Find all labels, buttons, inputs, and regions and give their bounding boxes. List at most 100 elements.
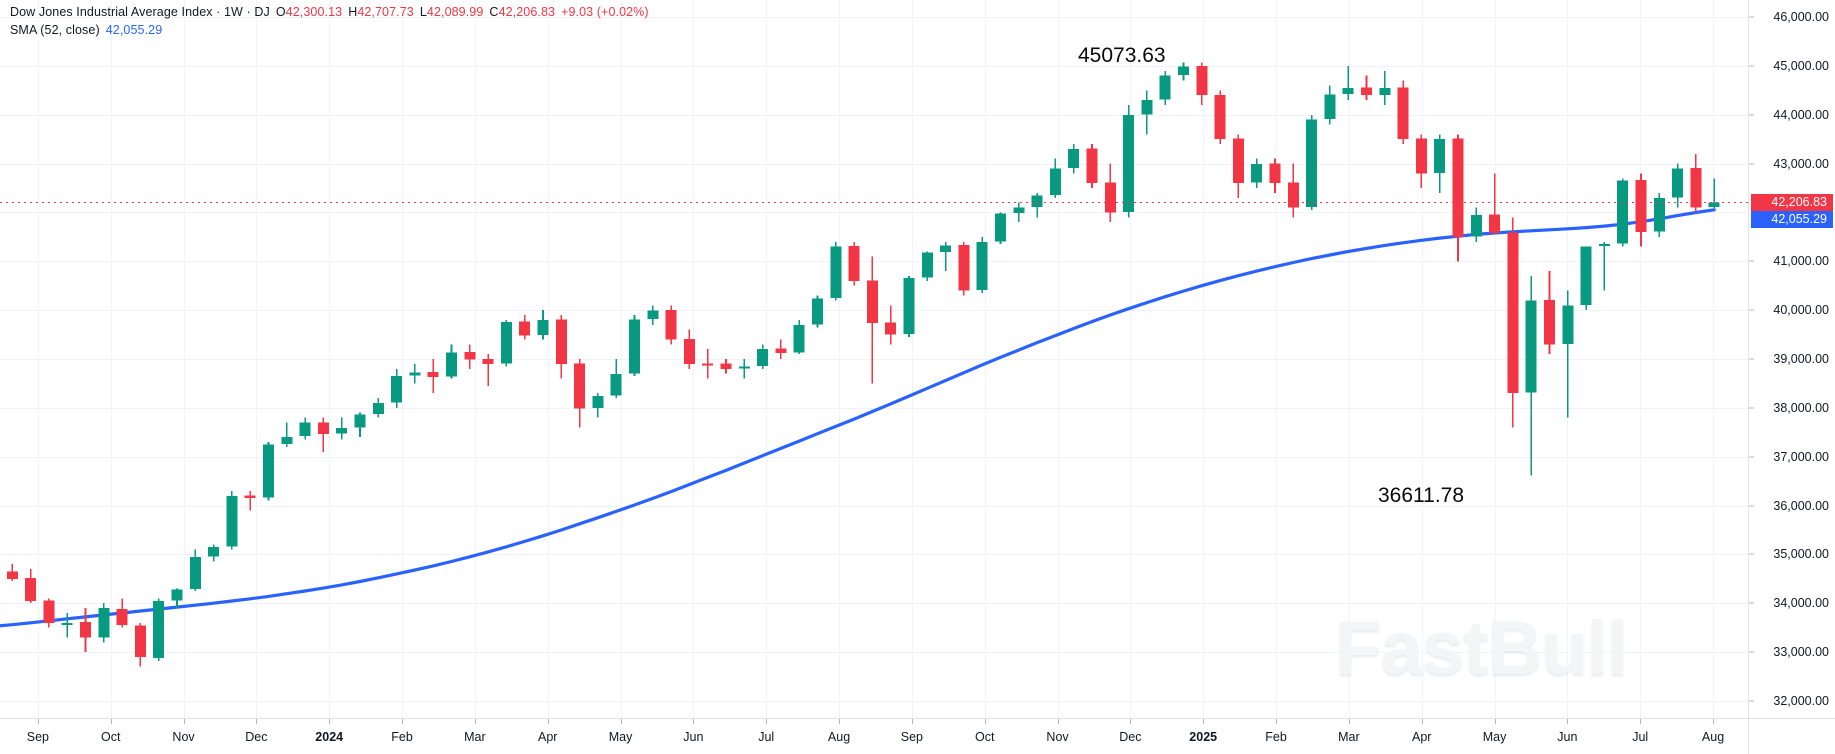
candle-body xyxy=(1361,87,1372,96)
price-tick-label: 33,000.00 xyxy=(1773,645,1829,660)
candle-body xyxy=(1525,300,1537,393)
candle-body xyxy=(427,372,439,378)
candle-body xyxy=(25,577,37,601)
time-tick-mark xyxy=(256,719,257,724)
price-tick-mark xyxy=(1749,309,1754,311)
candle-body xyxy=(1690,168,1702,208)
time-axis[interactable]: Sep Oct Nov Dec 2024 Feb Mar Apr May Jun Jul Aug Sep… xyxy=(0,718,1748,754)
candle-body xyxy=(830,246,842,298)
candle-body xyxy=(372,402,384,415)
candle-body xyxy=(995,213,1006,242)
candle-body xyxy=(519,321,531,336)
candle-body xyxy=(446,352,457,377)
candle-body xyxy=(720,363,732,369)
candle-body xyxy=(1159,75,1171,100)
time-tick-mark xyxy=(621,719,622,724)
time-tick-label: Jun xyxy=(1557,730,1578,744)
candlestick-series xyxy=(6,62,1720,667)
time-tick-mark xyxy=(1130,719,1131,724)
candle-body xyxy=(1269,163,1281,184)
last-price-badge[interactable]: 42,206.83 xyxy=(1751,193,1833,211)
time-tick-label: Oct xyxy=(974,730,995,744)
candle-body xyxy=(1562,305,1574,344)
candle-body xyxy=(189,556,201,590)
price-tick-mark xyxy=(1749,358,1754,360)
chart-plot-area[interactable] xyxy=(0,0,1748,718)
candle-body xyxy=(665,310,677,340)
candle-body xyxy=(98,608,110,638)
time-tick-label: Jun xyxy=(683,730,704,744)
time-tick-label: Feb xyxy=(1265,730,1287,744)
candle-body xyxy=(1251,164,1263,183)
candle-body xyxy=(812,298,823,325)
candle-body xyxy=(299,422,311,437)
candle-body xyxy=(1104,182,1116,213)
time-tick-label: Apr xyxy=(537,730,558,744)
time-tick-label: Nov xyxy=(1046,730,1069,744)
time-tick-mark xyxy=(1495,719,1496,724)
time-tick-label: Mar xyxy=(1338,730,1360,744)
candle-body xyxy=(885,322,897,335)
price-tick-label: 35,000.00 xyxy=(1773,547,1829,562)
price-tick-label: 36,000.00 xyxy=(1773,498,1829,513)
candle-body xyxy=(1598,244,1610,247)
candle-body xyxy=(1470,214,1482,237)
low-price-annotation: 36611.78 xyxy=(1378,484,1465,507)
candle-body xyxy=(482,359,494,364)
time-tick-label: Aug xyxy=(1701,730,1725,744)
candle-body xyxy=(1507,232,1519,394)
time-tick-label: Oct xyxy=(100,730,121,744)
candle-body xyxy=(976,241,988,291)
time-tick-mark xyxy=(1640,719,1641,724)
price-tick-mark xyxy=(1749,114,1754,116)
price-tick-label: 39,000.00 xyxy=(1773,352,1829,366)
candle-body xyxy=(1049,168,1061,195)
time-tick-mark xyxy=(912,719,913,724)
candle-body xyxy=(208,547,220,557)
time-tick-mark xyxy=(38,719,39,724)
candle-body xyxy=(1031,195,1043,208)
candle-body xyxy=(903,277,915,335)
time-tick-mark xyxy=(839,719,840,724)
candle-body xyxy=(80,621,91,638)
candle-body xyxy=(281,437,293,444)
time-tick-label: Sep xyxy=(26,730,49,744)
time-tick-label: Nov xyxy=(172,730,195,744)
price-axis[interactable]: 46,000.00 45,000.00 44,000.00 43,000.00 41,0… xyxy=(1748,0,1835,718)
candle-body xyxy=(1489,214,1501,233)
candle-body xyxy=(555,319,567,364)
time-tick-label: Apr xyxy=(1411,730,1432,744)
candle-body xyxy=(738,366,750,369)
price-tick-label: 44,000.00 xyxy=(1773,107,1829,122)
candle-body xyxy=(1708,202,1720,208)
candle-body xyxy=(921,252,933,278)
candle-body xyxy=(757,349,769,366)
price-tick-mark xyxy=(1749,163,1754,165)
price-tick-label: 34,000.00 xyxy=(1773,596,1829,611)
candle-body xyxy=(1580,246,1592,305)
candle-body xyxy=(1324,94,1336,120)
price-tick-mark xyxy=(1749,456,1754,458)
candle-body xyxy=(1306,119,1318,208)
time-tick-mark xyxy=(1203,719,1204,724)
candle-body xyxy=(116,609,128,626)
candle-body xyxy=(702,363,714,366)
candle-body xyxy=(629,319,640,374)
sma-price-badge[interactable]: 42,055.29 xyxy=(1751,210,1833,228)
time-tick-label: Feb xyxy=(391,730,413,744)
candle-body xyxy=(1672,168,1684,198)
candle-body xyxy=(940,245,952,253)
candle-body xyxy=(263,444,274,498)
time-tick-mark xyxy=(184,719,185,724)
candle-body xyxy=(6,571,18,579)
candle-body xyxy=(1379,87,1391,95)
candle-body xyxy=(537,319,549,336)
price-tick-mark xyxy=(1749,260,1754,262)
price-tick-mark xyxy=(1749,65,1754,67)
time-tick-mark xyxy=(1567,719,1568,724)
candle-body xyxy=(775,348,787,354)
time-tick-mark xyxy=(475,719,476,724)
price-tick-label: 43,000.00 xyxy=(1773,156,1829,171)
price-tick-mark xyxy=(1749,651,1754,653)
